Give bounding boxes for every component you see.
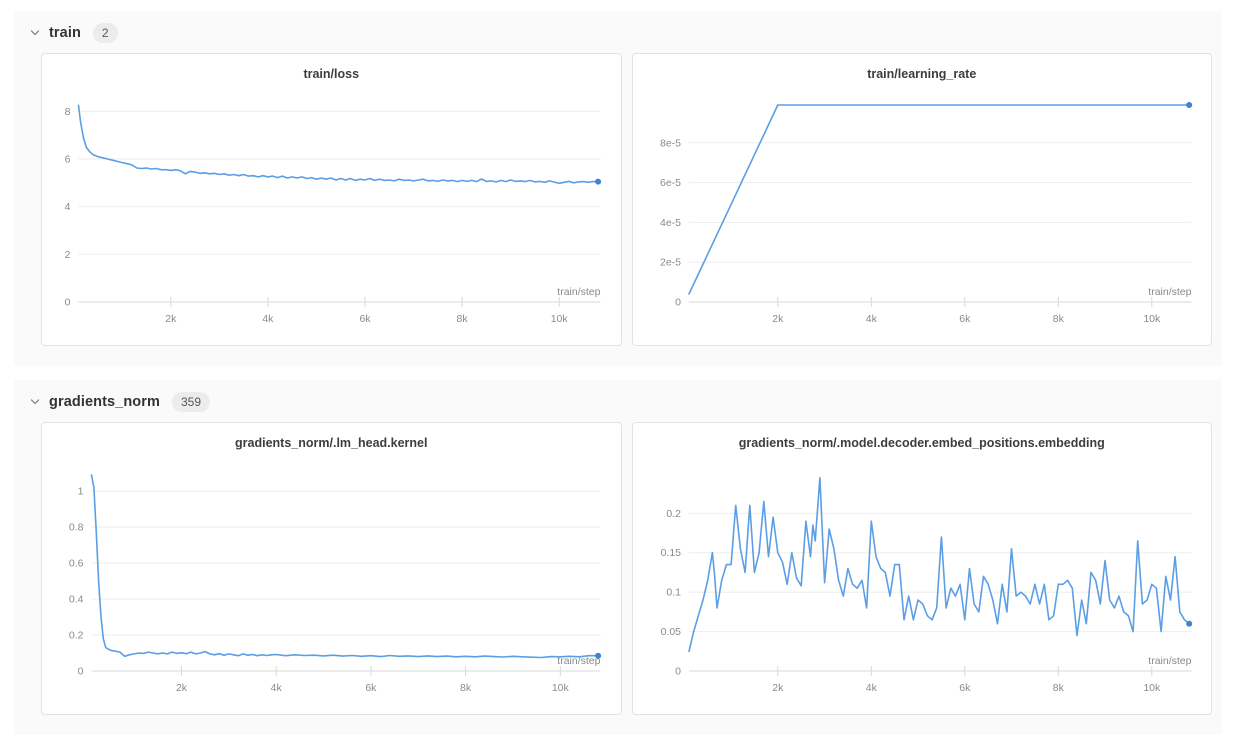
svg-text:2e-5: 2e-5 — [659, 257, 680, 269]
svg-text:6k: 6k — [365, 682, 377, 694]
section-title[interactable]: gradients_norm — [49, 394, 160, 410]
svg-text:6: 6 — [65, 154, 71, 166]
svg-text:2k: 2k — [772, 313, 784, 325]
chart-title: gradients_norm/.lm_head.kernel — [235, 436, 428, 450]
svg-text:10k: 10k — [1143, 682, 1161, 694]
svg-text:2: 2 — [65, 249, 71, 261]
svg-text:4k: 4k — [262, 313, 274, 325]
svg-text:8k: 8k — [1052, 682, 1064, 694]
chart-panel-train-learning-rate[interactable]: train/learning_rate 0 2e-5 4e-5 6e-5 8e-5 2k 4… — [631, 53, 1212, 346]
section-gradients-norm: gradients_norm 359 gradients_norm/.lm_he… — [14, 380, 1222, 735]
svg-text:train/step: train/step — [557, 286, 600, 298]
svg-text:0.2: 0.2 — [69, 630, 84, 642]
svg-text:train/step: train/step — [557, 655, 600, 667]
chart-row: train/loss 0 2 4 6 8 2k 4k 6k 8k 10k train/step tr… — [26, 53, 1212, 346]
svg-text:0.4: 0.4 — [69, 594, 84, 606]
svg-text:0.2: 0.2 — [666, 508, 681, 520]
svg-text:6k: 6k — [959, 313, 971, 325]
svg-text:0: 0 — [675, 297, 681, 309]
section-count-badge: 359 — [171, 392, 211, 412]
section-count-badge: 2 — [92, 23, 118, 43]
chart-panel-embed-positions[interactable]: gradients_norm/.model.decoder.embed_posi… — [631, 422, 1212, 715]
section-title[interactable]: train — [49, 25, 81, 41]
svg-text:0.6: 0.6 — [69, 558, 84, 570]
svg-text:2k: 2k — [176, 682, 188, 694]
svg-text:1: 1 — [78, 486, 84, 498]
section-train: train 2 train/loss 0 2 4 6 8 2k 4k 6k 8k 10k train… — [14, 11, 1222, 366]
chart-panel-lm-head-kernel[interactable]: gradients_norm/.lm_head.kernel 0 0.2 0.4 0.… — [41, 422, 622, 715]
svg-text:8k: 8k — [1052, 313, 1064, 325]
svg-text:0.1: 0.1 — [666, 587, 681, 599]
svg-text:8k: 8k — [457, 313, 469, 325]
section-header: train 2 — [26, 21, 1212, 53]
svg-text:0: 0 — [65, 297, 71, 309]
svg-text:10k: 10k — [551, 313, 569, 325]
chart-canvas[interactable]: 0 2 4 6 8 2k 4k 6k 8k 10k train/step — [42, 94, 621, 345]
chart-title: train/learning_rate — [867, 67, 977, 81]
svg-text:6k: 6k — [959, 682, 971, 694]
svg-text:6e-5: 6e-5 — [659, 177, 680, 189]
svg-text:2k: 2k — [772, 682, 784, 694]
chart-title: train/loss — [303, 67, 360, 81]
section-header: gradients_norm 359 — [26, 390, 1212, 422]
svg-text:8k: 8k — [460, 682, 472, 694]
svg-text:8e-5: 8e-5 — [659, 137, 680, 149]
svg-text:0.15: 0.15 — [660, 547, 681, 559]
chart-title: gradients_norm/.model.decoder.embed_posi… — [738, 436, 1105, 450]
chart-canvas[interactable]: 0 2e-5 4e-5 6e-5 8e-5 2k 4k 6k 8k 10k train/step — [633, 94, 1212, 345]
svg-text:2k: 2k — [165, 313, 177, 325]
chart-canvas[interactable]: 0 0.2 0.4 0.6 0.8 1 2k 4k 6k 8k 10k train/step — [42, 463, 621, 714]
svg-text:0: 0 — [675, 666, 681, 678]
chevron-down-icon[interactable] — [28, 26, 42, 40]
svg-text:4k: 4k — [865, 313, 877, 325]
svg-text:10k: 10k — [552, 682, 570, 694]
svg-text:8: 8 — [65, 106, 71, 118]
chevron-down-icon[interactable] — [28, 395, 42, 409]
chart-panel-train-loss[interactable]: train/loss 0 2 4 6 8 2k 4k 6k 8k 10k train/step — [41, 53, 622, 346]
svg-text:4: 4 — [65, 201, 71, 213]
chart-canvas[interactable]: 0 0.05 0.1 0.15 0.2 2k 4k 6k 8k 10k train/step — [633, 463, 1212, 714]
svg-text:train/step: train/step — [1148, 286, 1191, 298]
svg-text:10k: 10k — [1143, 313, 1161, 325]
svg-text:train/step: train/step — [1148, 655, 1191, 667]
chart-row: gradients_norm/.lm_head.kernel 0 0.2 0.4 0.… — [26, 422, 1212, 715]
svg-text:0: 0 — [78, 666, 84, 678]
svg-text:0.8: 0.8 — [69, 522, 84, 534]
svg-text:0.05: 0.05 — [660, 626, 681, 638]
svg-text:4k: 4k — [865, 682, 877, 694]
svg-text:6k: 6k — [359, 313, 371, 325]
svg-text:4k: 4k — [271, 682, 283, 694]
svg-text:4e-5: 4e-5 — [659, 217, 680, 229]
